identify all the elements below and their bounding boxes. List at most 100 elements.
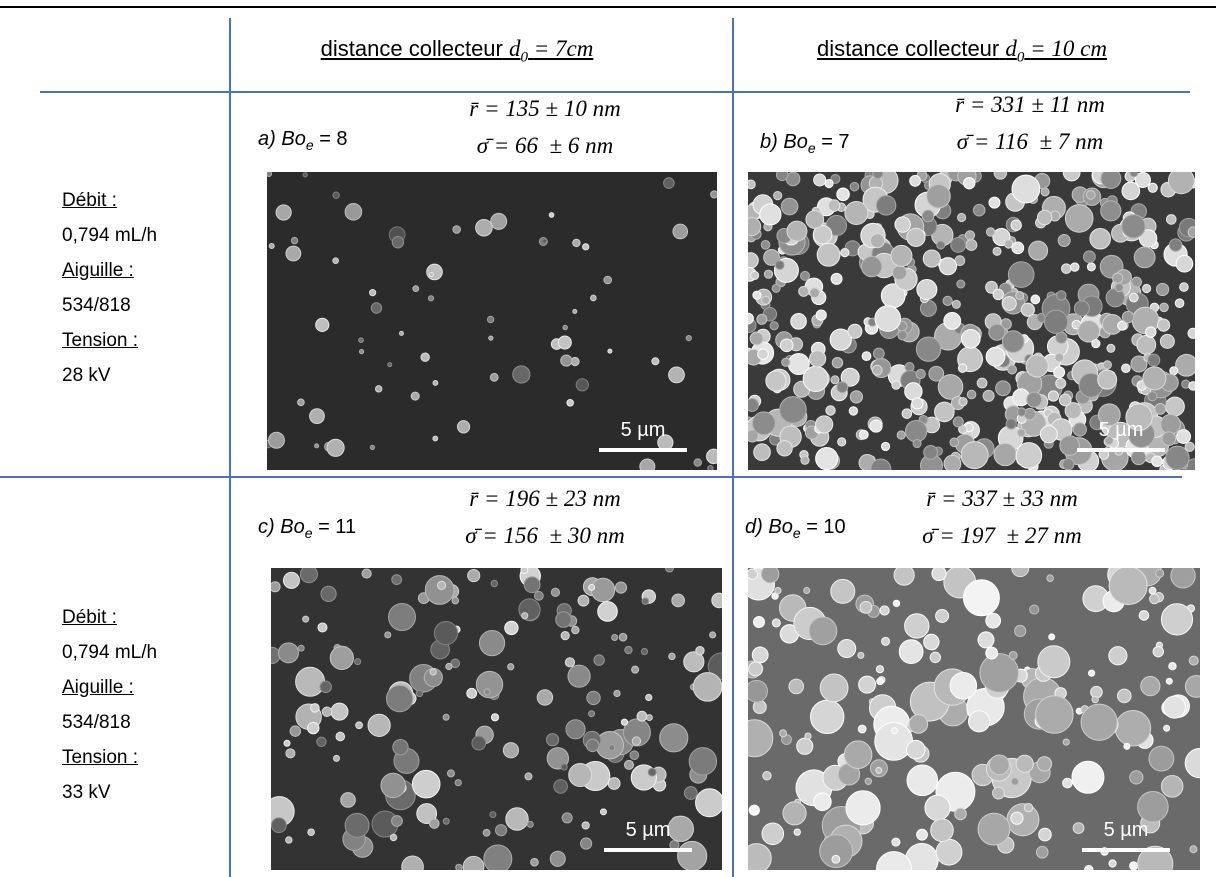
particle — [568, 763, 593, 788]
particle — [1036, 756, 1053, 772]
particle — [1035, 845, 1049, 859]
particle — [819, 834, 854, 869]
particle — [837, 639, 857, 659]
particle — [326, 438, 345, 457]
particle — [668, 652, 676, 661]
particle — [586, 690, 601, 706]
particle — [985, 346, 1006, 367]
symbol: d — [509, 36, 521, 61]
param-text: 534/818 — [62, 712, 131, 733]
particle — [929, 651, 942, 664]
particle — [614, 581, 628, 594]
particle — [1011, 241, 1025, 255]
particle — [1179, 282, 1189, 292]
particle — [1161, 431, 1177, 446]
label: b) — [760, 131, 778, 153]
particle — [924, 794, 951, 821]
particle — [950, 237, 967, 253]
particle — [1073, 300, 1090, 317]
particle — [1121, 363, 1131, 374]
particle — [849, 181, 860, 192]
particle — [949, 671, 978, 700]
particle — [426, 263, 443, 281]
particle — [763, 269, 774, 279]
particle — [803, 586, 811, 594]
particle — [1077, 319, 1101, 343]
particle — [1053, 366, 1066, 379]
bo: Bo — [768, 516, 793, 538]
label: c) — [258, 516, 275, 538]
particle — [880, 441, 891, 452]
particle — [891, 265, 908, 281]
particle — [926, 183, 951, 209]
particle — [641, 597, 650, 605]
particle — [816, 242, 841, 267]
particle — [844, 201, 869, 226]
particle — [912, 439, 922, 449]
particle — [1188, 381, 1195, 391]
particle — [548, 212, 555, 218]
particle — [861, 255, 883, 278]
particle — [809, 287, 820, 299]
particle — [935, 608, 950, 623]
particle — [603, 275, 613, 285]
particle — [475, 670, 504, 699]
particle — [988, 196, 1001, 209]
particle — [788, 678, 805, 695]
particle — [1168, 238, 1183, 252]
particle — [1152, 645, 1164, 658]
particle — [1102, 360, 1112, 370]
particle — [332, 754, 340, 762]
particle — [683, 786, 698, 800]
particle — [995, 380, 1011, 397]
particle — [1062, 738, 1070, 746]
particle — [1162, 695, 1186, 719]
particle — [1015, 442, 1043, 469]
bo-sub: e — [807, 140, 816, 156]
particle — [467, 568, 481, 583]
particle — [1055, 377, 1067, 389]
particle — [275, 204, 292, 221]
particle — [549, 850, 566, 867]
particle — [1154, 403, 1167, 415]
particle — [774, 260, 785, 270]
particle — [512, 365, 531, 384]
particle — [645, 693, 653, 702]
particle — [639, 458, 656, 470]
particle — [608, 744, 616, 752]
cell-label: b) Boe = 7 — [760, 131, 850, 156]
particle — [683, 651, 705, 673]
bo-value: = 7 — [821, 131, 850, 153]
particle — [668, 366, 685, 384]
particle — [930, 818, 954, 843]
particle — [1011, 174, 1041, 204]
particle — [590, 577, 616, 603]
particle — [490, 713, 500, 722]
particle — [923, 444, 939, 460]
particle — [483, 844, 513, 870]
particle — [952, 416, 964, 428]
particle — [897, 329, 908, 341]
sem-image: 5 µm — [748, 172, 1195, 470]
particle — [808, 616, 838, 646]
particle — [836, 187, 850, 202]
particle — [1168, 661, 1177, 671]
particle — [858, 429, 869, 440]
particle — [1008, 650, 1018, 660]
particle — [358, 337, 364, 343]
param-text: 0,794 mL/h — [62, 225, 158, 246]
particle — [893, 568, 915, 586]
particle — [1097, 403, 1121, 427]
particle — [829, 328, 852, 351]
particle — [1056, 290, 1067, 301]
particle — [555, 611, 572, 628]
subscript: 0 — [1016, 49, 1025, 66]
particle — [915, 336, 942, 362]
particle — [607, 348, 613, 354]
particle — [1165, 445, 1190, 470]
top-rule — [0, 6, 1216, 8]
particle — [786, 220, 808, 242]
particle — [1016, 428, 1026, 438]
particle — [428, 272, 434, 278]
particle — [271, 581, 281, 593]
